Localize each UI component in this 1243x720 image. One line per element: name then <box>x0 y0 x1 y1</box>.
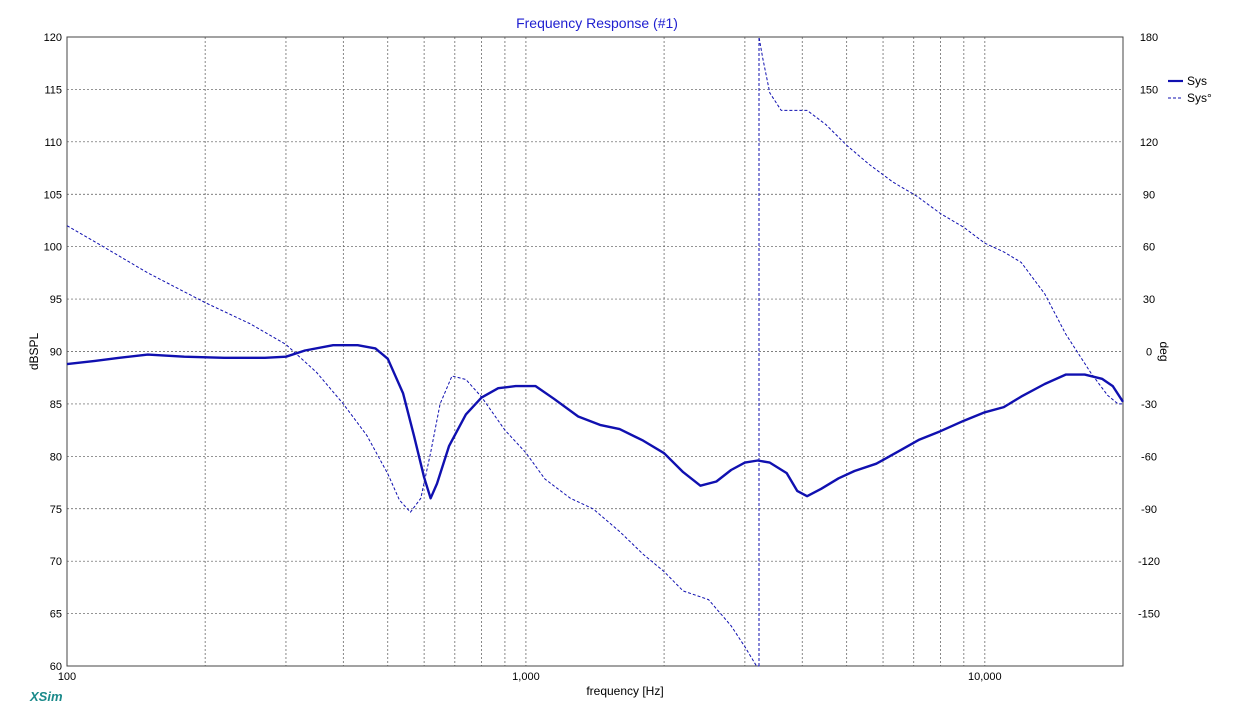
y-tick-label: 90 <box>50 347 62 359</box>
x-tick-label: 10,000 <box>968 671 1002 683</box>
y2-tick-label: 60 <box>1143 242 1155 254</box>
y-axis-label: dBSPL <box>27 332 41 370</box>
y2-tick-label: 150 <box>1140 84 1158 96</box>
y2-tick-label: -60 <box>1141 451 1157 463</box>
y-tick-label: 80 <box>50 451 62 463</box>
plot-area <box>66 36 1124 667</box>
y2-tick-label: 90 <box>1143 189 1155 201</box>
y-tick-label: 75 <box>50 504 62 516</box>
y2-tick-label: 120 <box>1140 137 1158 149</box>
y-tick-label: 95 <box>50 294 62 306</box>
y2-axis-label: deg <box>1157 341 1171 361</box>
y2-tick-label: 0 <box>1146 347 1152 359</box>
grid-lines <box>67 37 1123 666</box>
x-tick-label: 1,000 <box>512 671 540 683</box>
x-axis-ticks: 100 1,000 10,000 <box>58 671 1002 683</box>
left-axis-ticks: 60 65 70 75 80 85 90 95 100 105 110 115 120 <box>44 32 62 673</box>
x-axis-label: frequency [Hz] <box>586 684 663 698</box>
series-line-sys-phase <box>66 36 1123 667</box>
y2-tick-label: -90 <box>1141 504 1157 516</box>
y2-tick-label: -120 <box>1138 556 1160 568</box>
legend-label-sys-phase: Sys° <box>1187 91 1212 105</box>
y2-tick-label: 30 <box>1143 294 1155 306</box>
y-tick-label: 65 <box>50 609 62 621</box>
xsim-logo: XSim <box>29 689 63 704</box>
y2-tick-label: -30 <box>1141 399 1157 411</box>
y-tick-label: 70 <box>50 556 62 568</box>
right-axis-ticks: -150 -120 -90 -60 -30 0 30 60 90 120 150 180 <box>1138 32 1160 621</box>
y-tick-label: 60 <box>50 661 62 673</box>
y-tick-label: 105 <box>44 189 62 201</box>
series-lines <box>66 36 1125 667</box>
chart-title: Frequency Response (#1) <box>516 15 678 31</box>
y-tick-label: 115 <box>44 84 62 96</box>
y2-tick-label: 180 <box>1140 32 1158 44</box>
y-tick-label: 120 <box>44 32 62 44</box>
series-line-sys <box>66 344 1125 500</box>
x-tick-label: 100 <box>58 671 76 683</box>
y-tick-label: 110 <box>44 137 62 149</box>
y-tick-label: 100 <box>44 242 62 254</box>
legend-label-sys: Sys <box>1187 74 1207 88</box>
y-tick-label: 85 <box>50 399 62 411</box>
y2-tick-label: -150 <box>1138 609 1160 621</box>
legend: Sys Sys° <box>1168 74 1212 105</box>
